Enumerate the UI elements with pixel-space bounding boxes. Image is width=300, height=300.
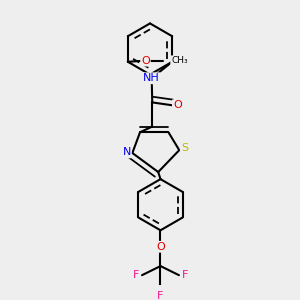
Text: O: O (141, 56, 150, 66)
Text: F: F (157, 292, 164, 300)
Text: NH: NH (143, 73, 160, 83)
Text: N: N (122, 147, 131, 158)
Text: F: F (133, 270, 140, 280)
Text: S: S (181, 143, 188, 153)
Text: O: O (173, 100, 182, 110)
Text: CH₃: CH₃ (171, 56, 188, 65)
Text: O: O (156, 242, 165, 252)
Text: F: F (182, 270, 188, 280)
